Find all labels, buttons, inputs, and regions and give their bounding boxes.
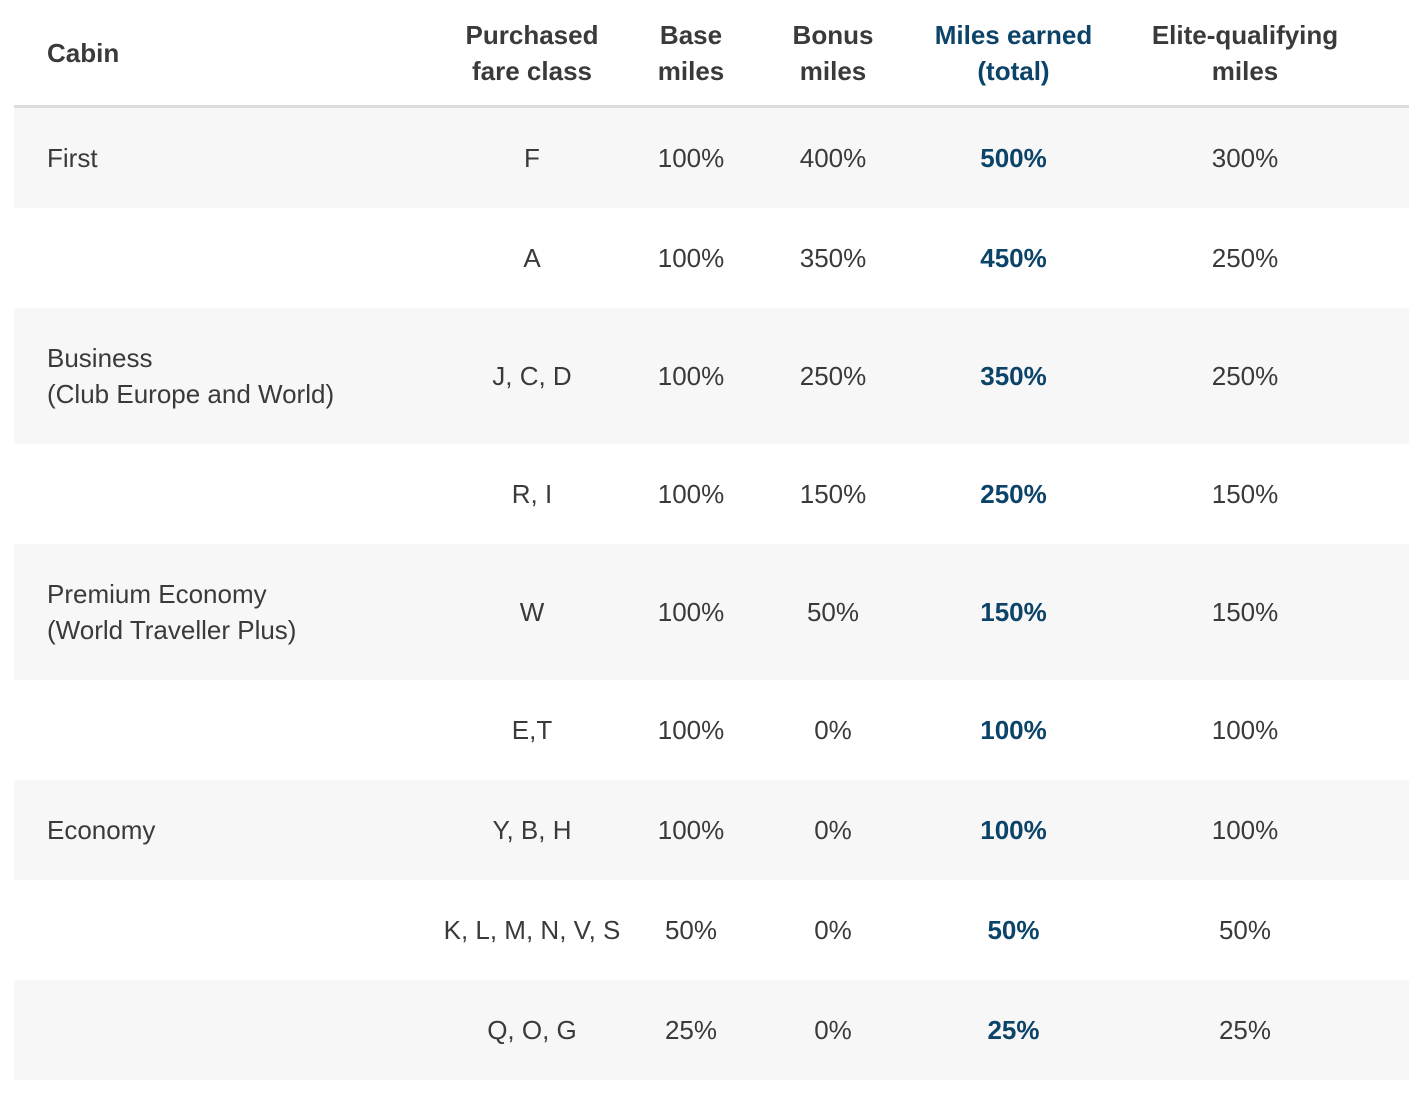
header-base-miles: Base miles: [657, 19, 725, 86]
header-miles-earned: Miles earned (total): [934, 19, 1093, 86]
bonus-miles-cell: 400%: [799, 143, 867, 173]
fare-class-cell: F: [524, 143, 540, 173]
table-row: E,T 100% 0% 100% 100%: [14, 680, 1409, 780]
bonus-miles-cell: 150%: [799, 479, 867, 509]
fare-class-cell: Y, B, H: [492, 815, 572, 845]
fare-class-cell: Q, O, G: [487, 1015, 577, 1045]
fare-class-cell: A: [523, 243, 541, 273]
table-row: Economy Y, B, H 100% 0% 100% 100%: [14, 780, 1409, 880]
miles-earned-cell: 100%: [980, 815, 1047, 845]
bonus-miles-cell: 0%: [814, 1015, 852, 1045]
table-row: Q, O, G 25% 0% 25% 25%: [14, 980, 1409, 1080]
table-row: Premium Economy (World Traveller Plus) W…: [14, 544, 1409, 680]
earning-chart-table: Cabin Purchased fare class Base miles Bo…: [14, 0, 1409, 1080]
table-row: First F 100% 400% 500% 300%: [14, 108, 1409, 208]
base-miles-cell: 100%: [657, 597, 725, 627]
table-header-row: Cabin Purchased fare class Base miles Bo…: [14, 0, 1409, 108]
elite-qualifying-miles-cell: 150%: [1211, 479, 1279, 509]
header-cabin: Cabin: [47, 37, 120, 68]
base-miles-cell: 100%: [657, 243, 725, 273]
fare-class-cell: E,T: [511, 715, 553, 745]
cabin-cell: Business (Club Europe and World): [47, 343, 335, 409]
fare-class-cell: W: [519, 597, 545, 627]
miles-earned-cell: 350%: [980, 361, 1047, 391]
bonus-miles-cell: 0%: [814, 915, 852, 945]
miles-earned-cell: 150%: [980, 597, 1047, 627]
miles-earned-cell: 25%: [987, 1015, 1040, 1045]
elite-qualifying-miles-cell: 150%: [1211, 597, 1279, 627]
base-miles-cell: 25%: [664, 1015, 718, 1045]
base-miles-cell: 100%: [657, 361, 725, 391]
cabin-cell: Premium Economy (World Traveller Plus): [47, 579, 297, 645]
base-miles-cell: 100%: [657, 815, 725, 845]
table-row: A 100% 350% 450% 250%: [14, 208, 1409, 308]
miles-earned-cell: 250%: [980, 479, 1047, 509]
elite-qualifying-miles-cell: 300%: [1211, 143, 1279, 173]
bonus-miles-cell: 250%: [799, 361, 867, 391]
elite-qualifying-miles-cell: 50%: [1218, 915, 1272, 945]
fare-class-cell: R, I: [511, 479, 553, 509]
base-miles-cell: 50%: [664, 915, 718, 945]
table-row: Business (Club Europe and World) J, C, D…: [14, 308, 1409, 444]
table-row: K, L, M, N, V, S 50% 0% 50% 50%: [14, 880, 1409, 980]
bonus-miles-cell: 0%: [814, 815, 852, 845]
elite-qualifying-miles-cell: 100%: [1211, 815, 1279, 845]
miles-earned-cell: 500%: [980, 143, 1047, 173]
fare-class-cell: K, L, M, N, V, S: [443, 915, 621, 945]
elite-qualifying-miles-cell: 250%: [1211, 243, 1279, 273]
fare-class-cell: J, C, D: [492, 361, 572, 391]
elite-qualifying-miles-cell: 250%: [1211, 361, 1279, 391]
elite-qualifying-miles-cell: 100%: [1211, 715, 1279, 745]
table-row: R, I 100% 150% 250% 150%: [14, 444, 1409, 544]
header-elite-qualifying-miles: Elite-qualifying miles: [1151, 19, 1339, 86]
header-bonus-miles: Bonus miles: [792, 19, 874, 86]
miles-earned-cell: 450%: [980, 243, 1047, 273]
base-miles-cell: 100%: [657, 715, 725, 745]
elite-qualifying-miles-cell: 25%: [1218, 1015, 1272, 1045]
header-fare-class: Purchased fare class: [465, 19, 599, 86]
bonus-miles-cell: 350%: [799, 243, 867, 273]
base-miles-cell: 100%: [657, 479, 725, 509]
bonus-miles-cell: 50%: [806, 597, 860, 627]
bonus-miles-cell: 0%: [814, 715, 852, 745]
cabin-cell: First: [47, 143, 98, 173]
cabin-cell: Economy: [47, 815, 156, 845]
miles-earned-cell: 50%: [987, 915, 1040, 945]
base-miles-cell: 100%: [657, 143, 725, 173]
miles-earned-cell: 100%: [980, 715, 1047, 745]
